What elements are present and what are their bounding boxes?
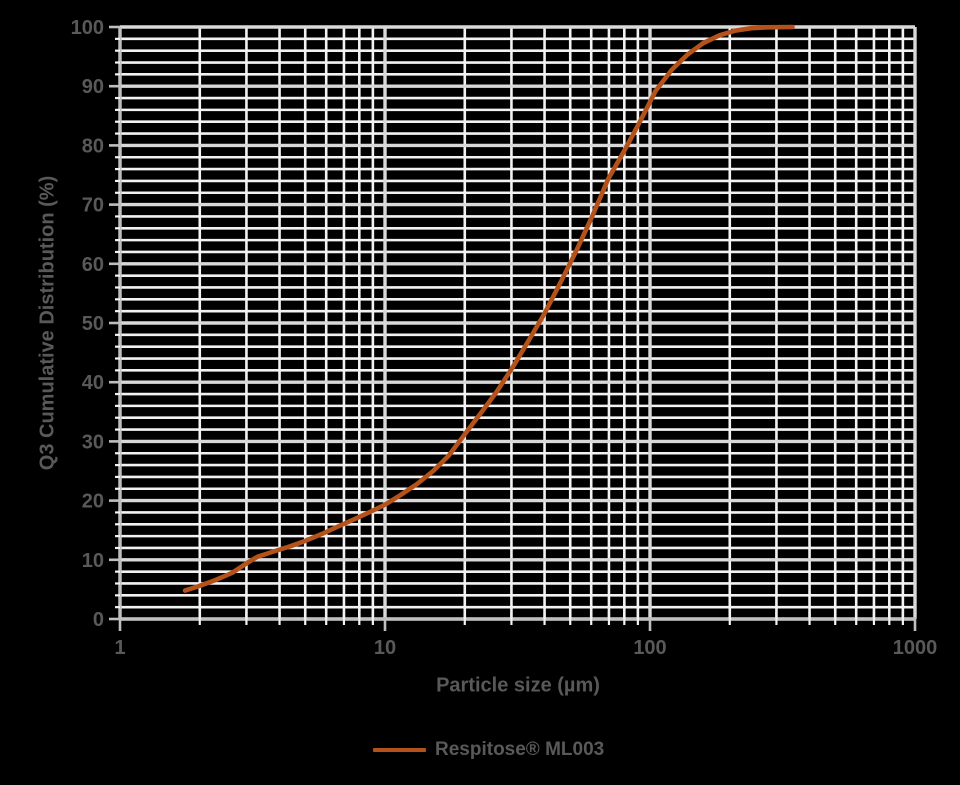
x-tick-label: 1000 [893, 637, 938, 659]
y-tick-label: 100 [71, 17, 104, 39]
y-tick-label: 40 [82, 372, 104, 394]
y-tick-label: 80 [82, 135, 104, 157]
legend-label: Respitose® ML003 [435, 739, 605, 760]
x-tick-label: 100 [633, 637, 666, 659]
x-tick-label: 1 [114, 637, 125, 659]
x-tick-label: 10 [374, 637, 396, 659]
y-tick-label: 70 [82, 195, 104, 217]
legend: Respitose® ML003 [373, 739, 604, 761]
y-tick-label: 0 [93, 609, 104, 631]
y-tick-label: 50 [82, 313, 104, 335]
y-tick-label: 10 [82, 550, 104, 572]
y-tick-label: 60 [82, 254, 104, 276]
y-tick-label: 90 [82, 76, 104, 98]
legend-line-swatch [373, 747, 426, 753]
y-tick-label: 30 [82, 431, 104, 453]
series-curve [182, 24, 795, 593]
y-tick-label: 20 [82, 491, 104, 513]
